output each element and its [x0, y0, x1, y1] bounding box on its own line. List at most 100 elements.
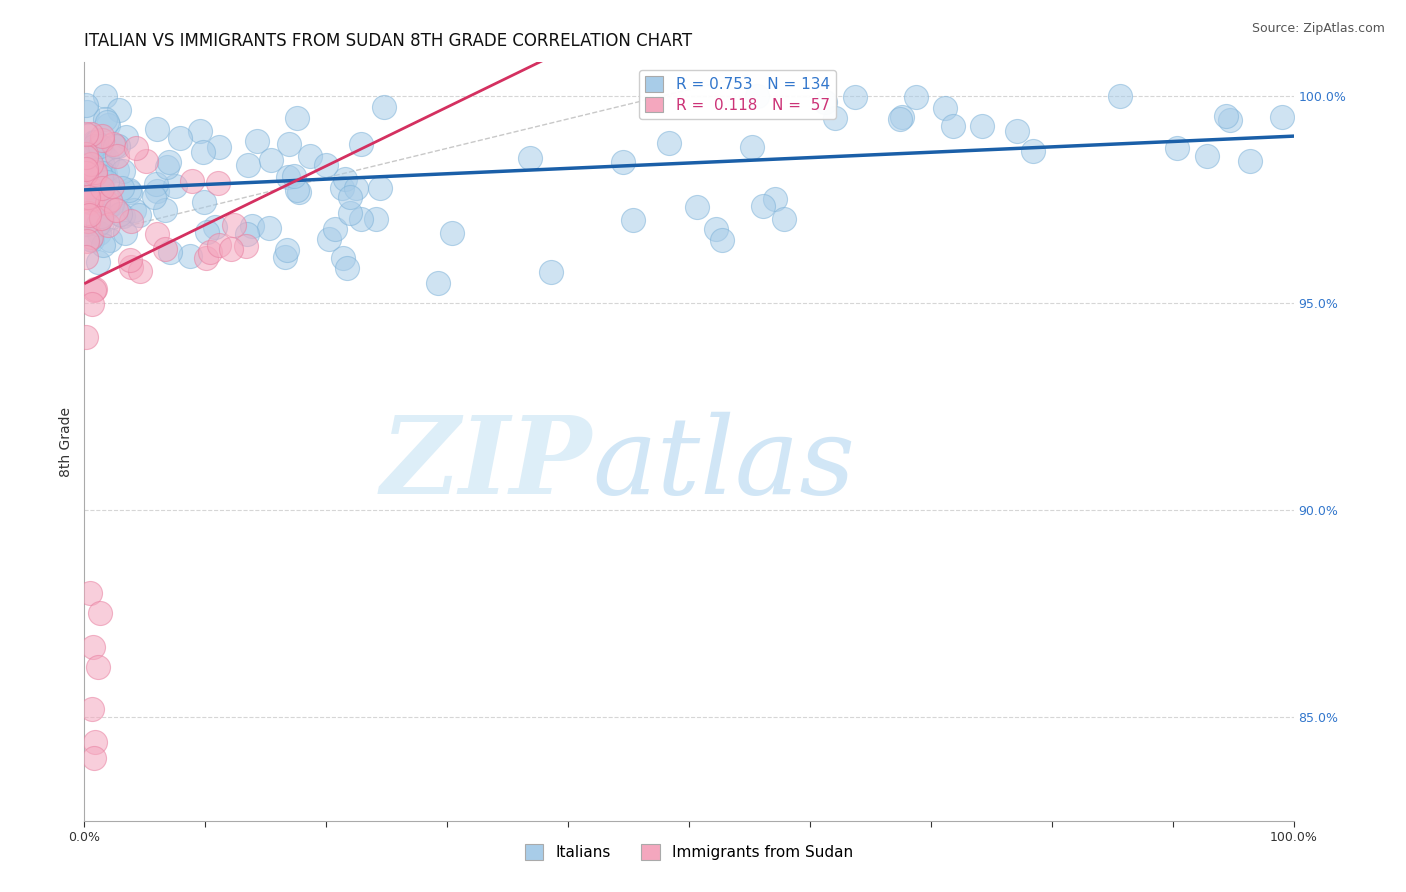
Point: [890, 110, 912, 124]
Point: [942, 119, 965, 133]
Point: [117, 183, 139, 197]
Point: [1022, 144, 1045, 158]
Point: [97, 218, 120, 232]
Point: [96, 175, 118, 189]
Point: [246, 135, 269, 149]
Point: [80, 233, 103, 247]
Point: [219, 242, 242, 256]
Point: [83, 283, 105, 297]
Point: [283, 169, 305, 183]
Point: [76, 187, 98, 202]
Point: [79, 586, 101, 600]
Point: [90, 129, 112, 144]
Point: [242, 219, 264, 233]
Point: [79, 232, 101, 246]
Point: [339, 206, 361, 220]
Point: [75, 217, 97, 231]
Text: atlas: atlas: [592, 412, 855, 516]
Point: [75, 161, 97, 176]
Point: [235, 227, 257, 241]
Point: [285, 183, 308, 197]
Point: [90, 181, 112, 195]
Point: [107, 138, 129, 153]
Point: [193, 145, 215, 160]
Point: [83, 139, 105, 153]
Point: [179, 249, 201, 263]
Point: [333, 171, 356, 186]
Point: [373, 99, 395, 113]
Point: [135, 153, 157, 168]
Point: [195, 225, 218, 239]
Point: [90, 133, 112, 147]
Point: [364, 212, 387, 227]
Point: [97, 118, 120, 132]
Point: [287, 185, 309, 199]
Point: [93, 170, 115, 185]
Point: [80, 230, 103, 244]
Point: [368, 181, 391, 195]
Point: [80, 147, 103, 161]
Point: [970, 119, 993, 133]
Point: [96, 196, 118, 211]
Point: [163, 178, 186, 193]
Point: [111, 163, 134, 178]
Point: [101, 197, 124, 211]
Text: ZIP: ZIP: [381, 411, 592, 517]
Point: [107, 103, 129, 117]
Point: [153, 242, 176, 256]
Point: [120, 253, 142, 268]
Point: [285, 111, 308, 125]
Point: [934, 101, 956, 115]
Point: [349, 137, 371, 152]
Point: [143, 190, 166, 204]
Point: [612, 154, 634, 169]
Point: [169, 130, 191, 145]
Point: [155, 202, 177, 217]
Point: [299, 149, 322, 163]
Point: [96, 115, 118, 129]
Point: [75, 146, 97, 161]
Point: [83, 141, 105, 155]
Point: [83, 165, 105, 179]
Point: [621, 213, 644, 227]
Point: [180, 174, 202, 188]
Point: [145, 227, 167, 241]
Point: [87, 197, 110, 211]
Legend: Italians, Immigrants from Sudan: Italians, Immigrants from Sudan: [519, 838, 859, 866]
Point: [658, 136, 681, 150]
Point: [824, 111, 846, 125]
Point: [104, 202, 127, 217]
Point: [75, 127, 97, 141]
Point: [741, 140, 763, 154]
Point: [76, 234, 98, 248]
Point: [336, 261, 359, 276]
Y-axis label: 8th Grade: 8th Grade: [59, 407, 73, 476]
Point: [145, 178, 167, 192]
Point: [704, 222, 727, 236]
Point: [82, 640, 104, 654]
Point: [75, 150, 97, 164]
Point: [128, 208, 150, 222]
Point: [90, 215, 112, 229]
Point: [75, 97, 97, 112]
Point: [80, 128, 103, 142]
Point: [1005, 124, 1028, 138]
Text: Source: ZipAtlas.com: Source: ZipAtlas.com: [1251, 22, 1385, 36]
Point: [80, 702, 103, 716]
Point: [105, 148, 128, 162]
Point: [122, 203, 145, 218]
Point: [773, 212, 796, 227]
Point: [426, 277, 449, 291]
Point: [1271, 110, 1294, 124]
Point: [332, 181, 354, 195]
Point: [80, 192, 103, 206]
Point: [323, 222, 346, 236]
Point: [156, 160, 179, 174]
Point: [75, 171, 97, 186]
Point: [274, 250, 297, 264]
Point: [105, 163, 128, 178]
Point: [79, 195, 101, 210]
Point: [259, 153, 281, 167]
Point: [98, 233, 121, 247]
Point: [82, 179, 104, 194]
